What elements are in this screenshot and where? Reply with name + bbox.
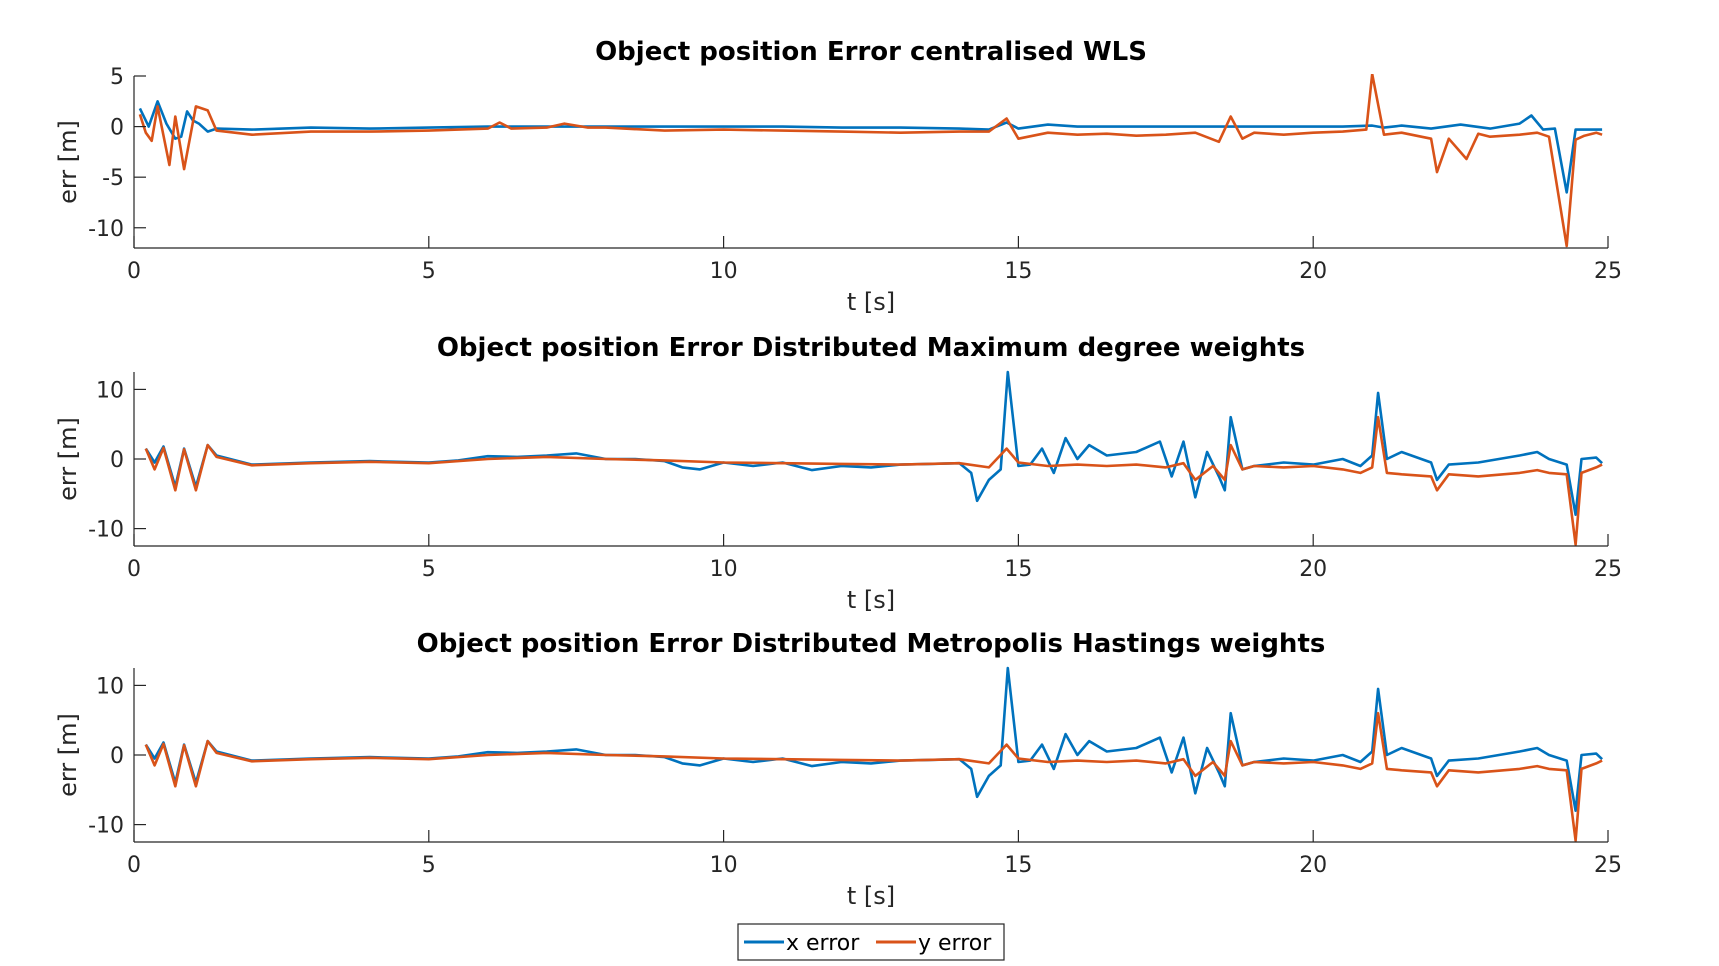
x-tick-label: 5	[422, 853, 436, 878]
legend-label-x: x error	[786, 931, 860, 956]
y-axis-label: err [m]	[54, 713, 82, 797]
x-tick-label: 25	[1594, 259, 1622, 284]
x-tick-label: 20	[1299, 259, 1327, 284]
series-line-x-error	[138, 100, 1603, 194]
series-line-y-error	[144, 711, 1603, 842]
y-tick-label: -5	[102, 166, 124, 191]
plots-container: 0 5 10 15 20 25 5 0 -5 -10 Object position Error c…	[54, 37, 1622, 910]
y-axis-label: err [m]	[54, 417, 82, 501]
x-tick-label: 10	[710, 853, 738, 878]
x-tick-label: 0	[127, 259, 141, 284]
subplot-title: Object position Error Distributed Maximu…	[437, 333, 1305, 363]
x-tick-label: 15	[1004, 557, 1032, 582]
x-tick-label: 20	[1299, 853, 1327, 878]
legend: x error y error	[737, 923, 1005, 961]
subplot-title: Object position Error Distributed Metrop…	[417, 629, 1326, 659]
series-line-x-error	[144, 666, 1603, 812]
y-axis-label: err [m]	[54, 120, 82, 204]
x-axis-label: t [s]	[847, 586, 895, 614]
x-tick-label: 15	[1004, 259, 1032, 284]
legend-label-y: y error	[918, 931, 992, 956]
series-line-x-error	[144, 370, 1603, 516]
y-tick-label: 0	[110, 116, 124, 141]
y-tick-label: 0	[110, 448, 124, 473]
x-tick-label: 5	[422, 259, 436, 284]
y-tick-label: -10	[88, 814, 124, 839]
y-tick-label: 0	[110, 744, 124, 769]
y-tick-label: -10	[88, 217, 124, 242]
x-tick-label: 10	[710, 557, 738, 582]
x-tick-label: 20	[1299, 557, 1327, 582]
x-axis-label: t [s]	[847, 288, 895, 316]
y-tick-label: 10	[96, 378, 124, 403]
subplot-title: Object position Error centralised WLS	[595, 37, 1147, 67]
x-tick-label: 0	[127, 557, 141, 582]
x-axis-label: t [s]	[847, 882, 895, 910]
y-tick-label: -10	[88, 518, 124, 543]
y-tick-label: 5	[110, 65, 124, 90]
x-tick-label: 10	[710, 259, 738, 284]
x-tick-label: 25	[1594, 557, 1622, 582]
x-tick-label: 0	[127, 853, 141, 878]
subplot-1: 0 5 10 15 20 25 5 0 -5 -10 Object position Error c…	[54, 37, 1622, 316]
y-tick-label: 10	[96, 674, 124, 699]
x-tick-label: 15	[1004, 853, 1032, 878]
series-line-y-error	[138, 74, 1603, 248]
series-line-y-error	[144, 415, 1603, 546]
x-tick-label: 25	[1594, 853, 1622, 878]
x-tick-label: 5	[422, 557, 436, 582]
